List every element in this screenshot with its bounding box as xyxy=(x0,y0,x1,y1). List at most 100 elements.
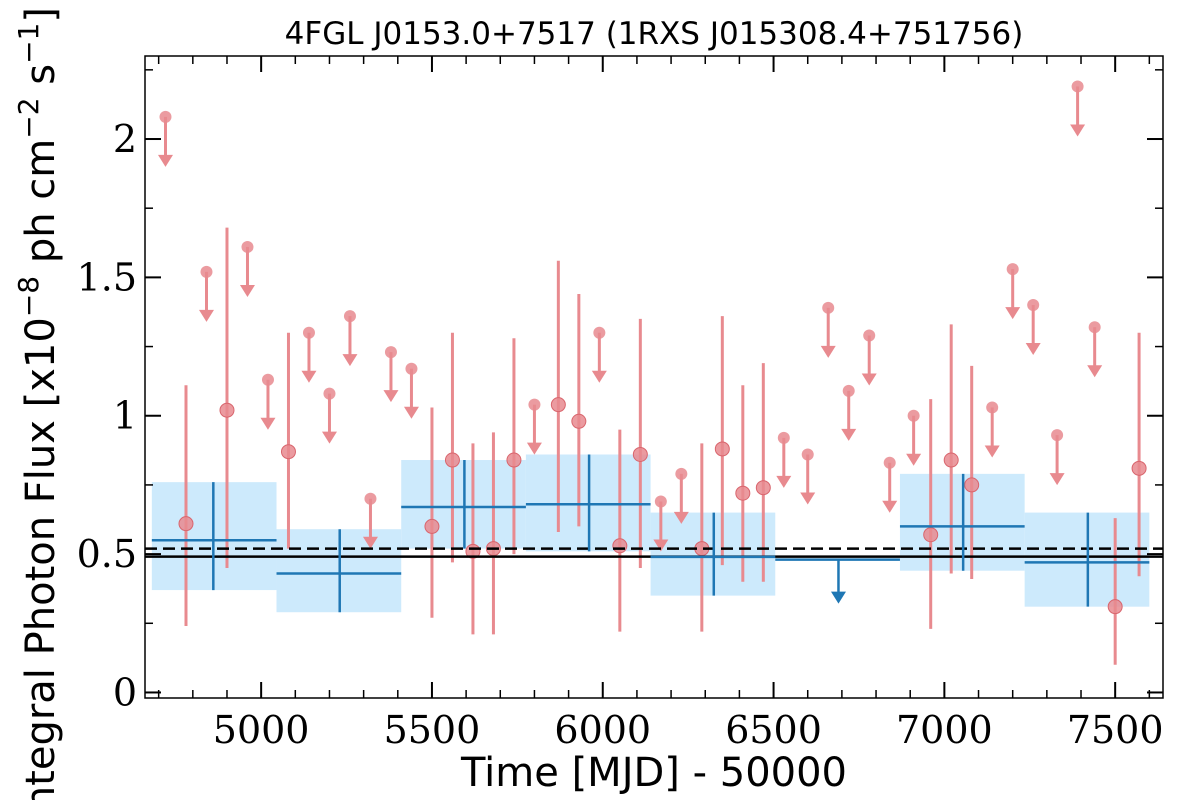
short-bin-upper-limit-22 xyxy=(1005,263,1021,320)
short-bin-upper-limit-1 xyxy=(198,265,214,322)
x-tick-label-0: 5000 xyxy=(213,708,310,752)
short-bin-upper-limit-8 xyxy=(383,346,399,403)
short-bin-upper-limit-12 xyxy=(653,495,669,552)
upper-limit-arrow-21 xyxy=(984,445,1000,458)
upper-limit-arrow-8 xyxy=(383,390,399,403)
short-bin-marker-19 xyxy=(1107,599,1123,615)
short-bin-upper-limit-11 xyxy=(591,326,607,383)
upper-limit-marker-23 xyxy=(1027,299,1040,312)
x-tick-label-1: 5500 xyxy=(384,708,481,752)
upper-limit-arrow-6 xyxy=(342,354,358,367)
short-bin-marker-8 xyxy=(550,397,566,413)
short-bin-upper-limit-18 xyxy=(861,329,877,386)
short-bin-point-15 xyxy=(755,363,771,582)
chart-title: 4FGL J0153.0+7517 (1RXS J015308.4+751756… xyxy=(285,16,1024,52)
short-bin-point-13 xyxy=(714,316,730,566)
long-bin-upper-limit-0 xyxy=(775,558,900,604)
short-bin-point-20 xyxy=(1131,332,1147,577)
short-bin-point-9 xyxy=(571,293,587,527)
short-bin-upper-limit-26 xyxy=(1087,321,1103,378)
upper-limit-arrow-19 xyxy=(882,500,898,513)
short-bin-marker-1 xyxy=(219,402,235,418)
long-bin-point-2 xyxy=(401,460,526,549)
upper-limit-arrow-0 xyxy=(157,154,173,167)
long-bin-point-5 xyxy=(899,473,1025,571)
plot-frame xyxy=(144,55,1164,699)
long-bin-point-1 xyxy=(276,529,402,613)
long-bin-point-4 xyxy=(650,512,776,596)
short-bin-upper-limit-24 xyxy=(1049,429,1065,486)
upper-limit-arrow-13 xyxy=(673,511,689,524)
upper-limit-arrow-20 xyxy=(906,453,922,466)
upper-limit-arrow-15 xyxy=(800,492,816,505)
y-tick-label-0: 0 xyxy=(113,670,137,714)
long-bin-bands xyxy=(151,454,1150,613)
short-bin-marker-20 xyxy=(1131,460,1147,476)
upper-limit-marker-22 xyxy=(1006,263,1019,276)
short-bin-upper-limit-20 xyxy=(906,409,922,466)
upper-limit-arrow-24 xyxy=(1049,473,1065,486)
short-bin-point-8 xyxy=(550,260,566,532)
short-bin-marker-3 xyxy=(424,518,440,534)
upper-limit-arrow-1 xyxy=(198,309,214,322)
short-bin-marker-15 xyxy=(755,480,771,496)
short-bin-point-7 xyxy=(506,338,522,555)
short-bin-marker-2 xyxy=(280,444,296,460)
short-bin-point-3 xyxy=(424,407,440,618)
upper-limit-arrow-4 xyxy=(301,370,317,383)
long-bin-point-3 xyxy=(525,454,651,552)
short-bin-upper-limit-3 xyxy=(260,373,276,430)
upper-limit-marker-3 xyxy=(261,373,274,386)
upper-limit-arrow-17 xyxy=(841,428,857,441)
y-tick-label-1: 0.5 xyxy=(77,532,137,576)
short-bin-upper-limit-6 xyxy=(342,310,358,367)
short-bin-point-0 xyxy=(178,385,194,627)
short-bin-series xyxy=(157,80,1147,665)
y-tick-label-2: 1 xyxy=(113,394,137,438)
upper-limit-marker-12 xyxy=(654,495,667,508)
upper-limit-marker-13 xyxy=(675,467,688,480)
short-bin-marker-18 xyxy=(964,477,980,493)
upper-limit-arrow-23 xyxy=(1025,343,1041,356)
upper-limit-arrow-26 xyxy=(1087,365,1103,378)
upper-limit-arrow-2 xyxy=(239,284,255,297)
long-bin-point-0 xyxy=(151,482,277,591)
short-bin-upper-limit-15 xyxy=(800,448,816,505)
short-bin-point-4 xyxy=(444,332,460,563)
long-bin-ul-arrow-0 xyxy=(830,591,846,604)
axis-ticks: 5000 5500 6000 6500 7000 7500 0 0.5 1 1.5 2 xyxy=(77,56,1164,752)
upper-limit-arrow-3 xyxy=(260,417,276,430)
upper-limit-arrow-16 xyxy=(820,345,836,358)
upper-limit-arrow-7 xyxy=(362,536,378,549)
x-tick-label-3: 6500 xyxy=(725,708,822,752)
upper-limit-marker-4 xyxy=(302,326,315,339)
upper-limit-arrow-25 xyxy=(1070,124,1086,137)
upper-limit-arrow-10 xyxy=(526,442,542,455)
upper-limit-marker-18 xyxy=(863,329,876,342)
short-bin-upper-limit-25 xyxy=(1070,80,1086,137)
upper-limit-marker-11 xyxy=(593,326,606,339)
upper-limit-arrow-5 xyxy=(321,431,337,444)
upper-limit-marker-24 xyxy=(1051,429,1064,442)
upper-limit-marker-14 xyxy=(777,431,790,444)
upper-limit-arrow-14 xyxy=(776,475,792,488)
short-bin-upper-limit-10 xyxy=(526,398,542,455)
upper-limit-marker-1 xyxy=(200,265,213,278)
upper-limit-marker-17 xyxy=(842,384,855,397)
y-axis-label: Integral Photon Flux [x10−8 ph cm−2 s−1] xyxy=(12,7,65,800)
upper-limit-marker-16 xyxy=(822,301,835,314)
short-bin-upper-limit-5 xyxy=(321,387,337,444)
short-bin-point-11 xyxy=(632,318,648,568)
upper-limit-arrow-12 xyxy=(653,539,669,552)
y-tick-label-4: 2 xyxy=(113,117,137,161)
x-tick-label-5: 7500 xyxy=(1067,708,1164,752)
short-bin-marker-14 xyxy=(735,485,751,501)
short-bin-marker-13 xyxy=(714,441,730,457)
upper-limit-arrow-18 xyxy=(861,373,877,386)
short-bin-point-19 xyxy=(1107,518,1123,665)
short-bin-upper-limit-23 xyxy=(1025,299,1041,356)
upper-limit-arrow-11 xyxy=(591,370,607,383)
short-bin-marker-0 xyxy=(178,516,194,532)
short-bin-marker-10 xyxy=(612,538,628,554)
